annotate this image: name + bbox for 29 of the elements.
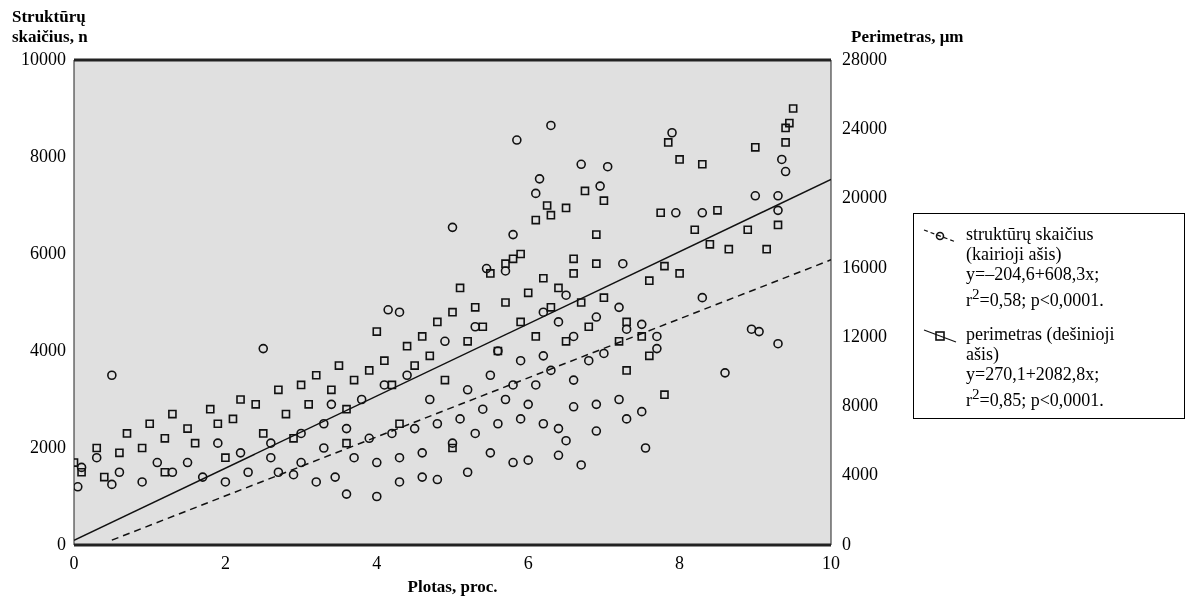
y-axis-title: Struktūrų skaičius, n	[12, 6, 89, 46]
text: y=270,1+2082,8x;	[966, 364, 1101, 384]
y-tick-label: 8000	[30, 145, 66, 166]
x-axis-title: Plotas, proc.	[407, 577, 498, 597]
x-tick-label: 4	[372, 552, 382, 573]
text: r$^{2}$=0,85; p<0,0001.	[966, 385, 1105, 410]
y2-tick-label: 28000	[842, 48, 887, 69]
legend-label: struktūrų skaičius (kairioji ašis)	[966, 224, 1095, 264]
y-tick-label: 2000	[30, 436, 66, 457]
y2-tick-label: 16000	[842, 256, 887, 277]
x-tick-label: 0	[69, 552, 79, 573]
y2-tick-label: 4000	[842, 464, 878, 485]
x-tick-label: 8	[675, 552, 685, 573]
y2-tick-label: 0	[842, 533, 851, 554]
x-tick-label: 2	[220, 552, 230, 573]
y2-axis-title: Perimetras, μm	[851, 26, 964, 46]
y-tick-label: 0	[57, 533, 66, 554]
y2-tick-label: 8000	[842, 395, 878, 416]
y2-tick-label: 24000	[842, 118, 887, 139]
y-tick-label: 4000	[30, 339, 66, 360]
x-tick-label: 6	[523, 552, 533, 573]
text: y=–204,6+608,3x;	[966, 264, 1101, 284]
y-tick-label: 6000	[30, 242, 66, 263]
x-tick-label: 10	[822, 552, 840, 573]
text: r$^{2}$=0,58; p<0,0001.	[966, 285, 1105, 310]
y2-tick-label: 12000	[842, 325, 887, 346]
y-tick-label: 10000	[21, 48, 66, 69]
legend-label: perimetras (dešinioji ašis)	[966, 324, 1116, 364]
y2-tick-label: 20000	[842, 187, 887, 208]
